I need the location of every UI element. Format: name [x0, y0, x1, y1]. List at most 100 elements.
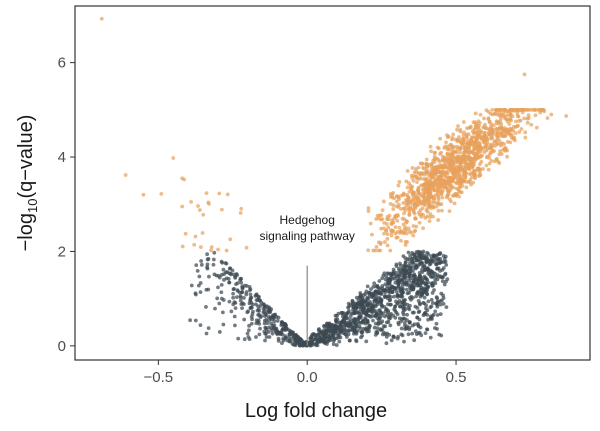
significant-point [411, 178, 416, 183]
non-significant-point [231, 295, 236, 300]
significant-point [464, 134, 469, 139]
non-significant-point [398, 294, 403, 298]
non-significant-point [351, 305, 356, 310]
non-significant-point [333, 329, 338, 334]
non-significant-point [258, 303, 263, 308]
non-significant-point [408, 253, 413, 258]
significant-point [514, 107, 519, 112]
significant-point [193, 234, 198, 239]
significant-point [382, 231, 386, 236]
significant-point [452, 176, 457, 180]
significant-point [425, 195, 430, 200]
non-significant-point [406, 332, 411, 337]
significant-point [452, 145, 457, 149]
non-significant-point [405, 291, 410, 296]
non-significant-point [276, 315, 281, 320]
non-significant-point [425, 250, 430, 255]
significant-point [460, 154, 465, 159]
significant-point [217, 191, 222, 196]
significant-point [410, 166, 415, 170]
significant-point [171, 156, 176, 160]
significant-point [449, 199, 453, 204]
non-significant-point [435, 304, 440, 309]
significant-point [484, 163, 489, 168]
significant-point [525, 107, 530, 112]
significant-point [534, 125, 539, 130]
significant-point [456, 124, 460, 128]
non-significant-point [441, 301, 446, 306]
non-significant-point [375, 312, 380, 316]
significant-point [444, 140, 448, 145]
non-significant-point [426, 317, 431, 322]
significant-point [412, 229, 417, 234]
non-significant-point [383, 309, 388, 314]
significant-point [525, 116, 530, 121]
non-significant-point [204, 287, 209, 292]
non-significant-point [227, 280, 232, 285]
non-significant-point [233, 306, 238, 311]
significant-point [368, 221, 373, 226]
non-significant-point [401, 267, 405, 272]
significant-point [216, 247, 220, 252]
non-significant-point [222, 277, 226, 282]
non-significant-point [233, 323, 237, 328]
non-significant-point [322, 323, 326, 328]
non-significant-point [221, 322, 226, 327]
significant-point [487, 152, 492, 157]
non-significant-point [401, 316, 406, 321]
significant-point [388, 248, 393, 253]
non-significant-point [315, 340, 319, 345]
significant-point [457, 194, 461, 199]
significant-point [183, 231, 188, 236]
non-significant-point [429, 315, 434, 320]
non-significant-point [249, 321, 254, 326]
non-significant-point [371, 293, 375, 298]
non-significant-point [387, 332, 392, 337]
non-significant-point [358, 307, 363, 312]
significant-point [531, 107, 536, 112]
non-significant-point [205, 266, 210, 271]
significant-point [498, 116, 503, 121]
significant-point [447, 178, 452, 183]
significant-point [488, 146, 493, 150]
significant-point [451, 193, 455, 198]
significant-point [439, 202, 444, 207]
non-significant-point [354, 339, 359, 344]
non-significant-point [429, 304, 434, 309]
non-significant-point [212, 250, 217, 255]
non-significant-point [250, 302, 255, 307]
significant-point [440, 154, 445, 159]
significant-point [488, 111, 493, 116]
plot-frame [74, 5, 591, 361]
significant-point [204, 191, 209, 195]
non-significant-point [396, 284, 401, 289]
non-significant-point [434, 295, 439, 300]
significant-point [489, 122, 494, 127]
significant-point [192, 242, 197, 247]
non-significant-point [367, 290, 372, 295]
non-significant-point [268, 315, 273, 320]
significant-point [507, 129, 512, 134]
significant-point [423, 183, 428, 188]
significant-point [444, 185, 449, 190]
non-significant-point [224, 261, 229, 266]
non-significant-point [407, 320, 412, 324]
y-tick-label: 0 [58, 338, 66, 355]
significant-point [473, 175, 477, 180]
non-significant-point [247, 301, 252, 306]
significant-point [457, 150, 462, 155]
non-significant-point [392, 287, 397, 291]
significant-point [180, 204, 185, 209]
non-significant-point [442, 282, 447, 287]
significant-point [425, 206, 430, 211]
non-significant-point [404, 271, 409, 276]
significant-point [504, 109, 509, 114]
y-tick-label: 4 [58, 149, 66, 166]
non-significant-point [387, 298, 392, 303]
significant-point [401, 206, 406, 211]
non-significant-point [400, 291, 405, 296]
significant-point [406, 226, 411, 231]
significant-point [450, 137, 454, 142]
significant-point [420, 161, 425, 166]
non-significant-point [444, 263, 449, 267]
